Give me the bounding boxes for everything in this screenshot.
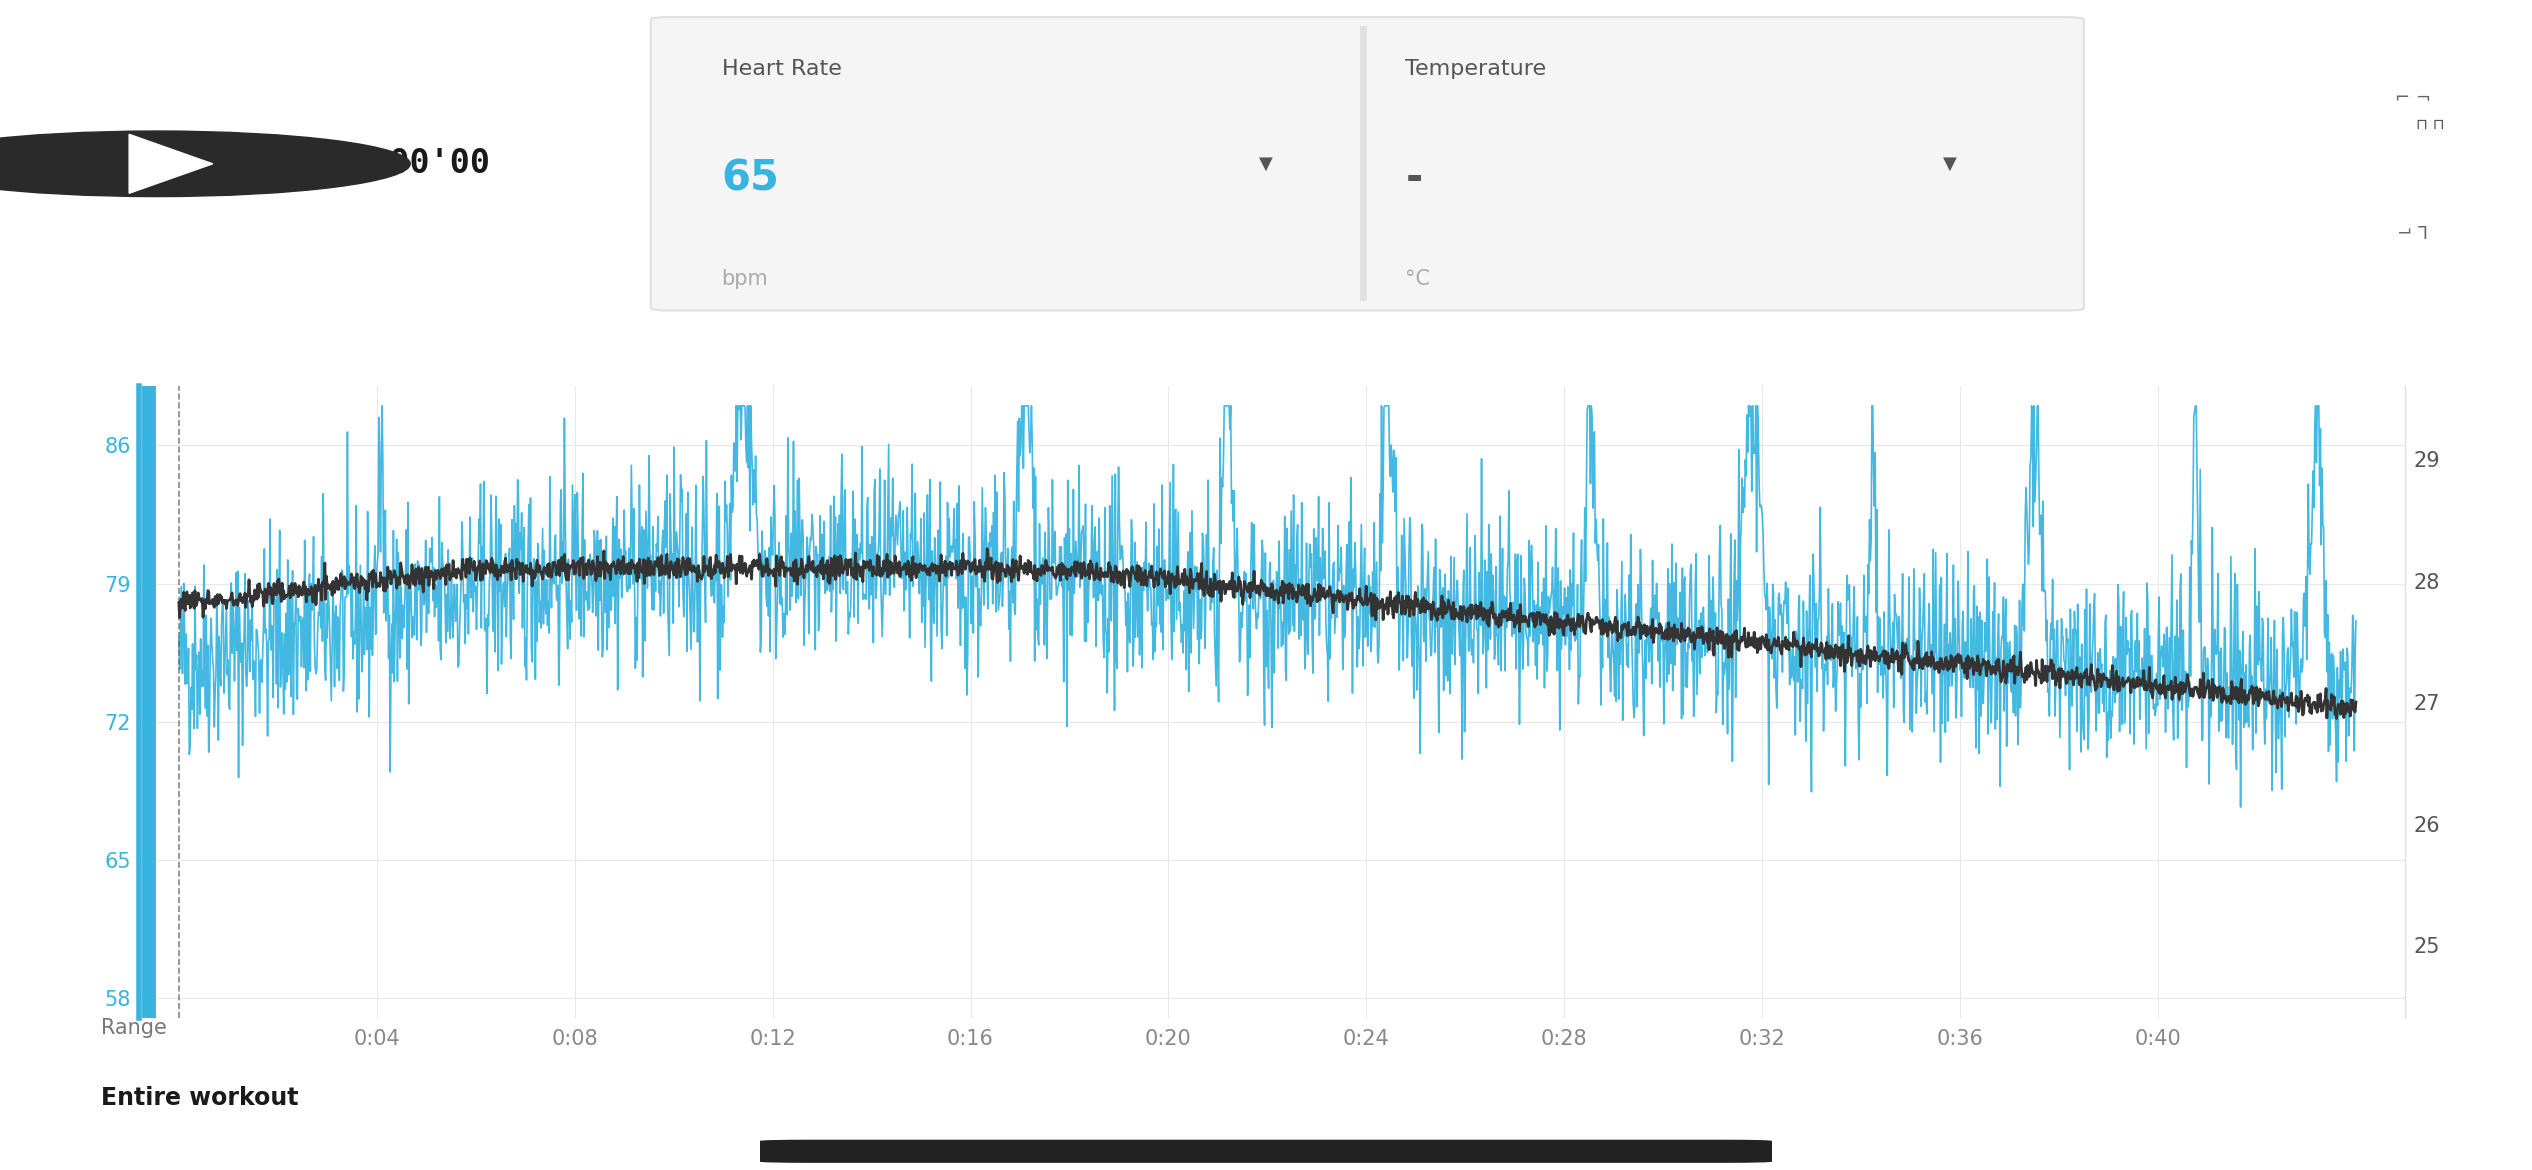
- Text: -: -: [1405, 157, 1423, 199]
- Text: °C: °C: [1405, 269, 1431, 289]
- Bar: [1360, 26, 1367, 302]
- Text: bpm: bpm: [722, 269, 767, 289]
- Text: Range: Range: [101, 1018, 167, 1038]
- Text: ▼: ▼: [1942, 154, 1957, 173]
- Text: ⌐ ¬: ⌐ ¬: [2395, 89, 2431, 108]
- Text: Temperature: Temperature: [1405, 58, 1547, 78]
- Text: ▼: ▼: [1258, 154, 1274, 173]
- FancyBboxPatch shape: [651, 18, 2084, 310]
- Circle shape: [0, 131, 410, 197]
- FancyBboxPatch shape: [760, 1140, 1772, 1163]
- Text: 00:00'00: 00:00'00: [329, 147, 491, 180]
- Text: ⊓ ⊓: ⊓ ⊓: [2416, 117, 2446, 132]
- Text: Entire workout: Entire workout: [101, 1086, 299, 1110]
- Text: L ⌐: L ⌐: [2398, 220, 2428, 239]
- Text: 65: 65: [722, 157, 780, 199]
- Polygon shape: [129, 135, 213, 193]
- Text: Heart Rate: Heart Rate: [722, 58, 841, 78]
